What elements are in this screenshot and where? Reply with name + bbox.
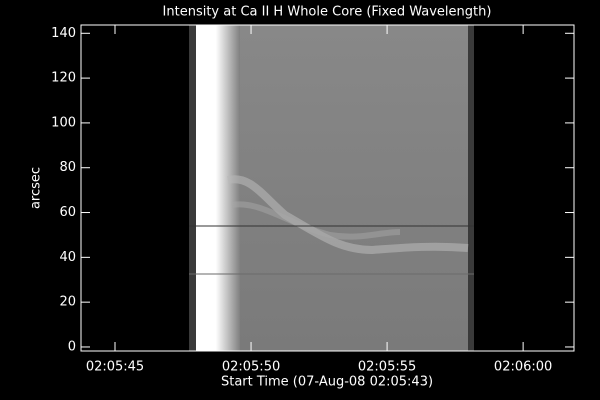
y-tick-label: 140	[51, 26, 76, 41]
y-tick-label: 80	[59, 160, 76, 175]
y-tick-label: 60	[59, 205, 76, 220]
bright-band	[196, 25, 240, 351]
x-tick-label: 02:05:55	[358, 360, 416, 375]
bright-feature	[231, 201, 401, 240]
image-edge	[189, 25, 196, 351]
y-axis-label: arcsec	[29, 167, 44, 209]
image-edge	[468, 25, 474, 351]
y-tick-label: 20	[59, 295, 76, 310]
intensity-image	[189, 25, 474, 351]
x-tick-label: 02:06:00	[494, 360, 552, 375]
x-axis-label: Start Time (07-Aug-08 02:05:43)	[221, 375, 433, 390]
bright-feature	[227, 175, 469, 255]
y-tick-label: 40	[59, 250, 76, 265]
x-tick-label: 02:05:50	[222, 360, 280, 375]
x-tick-label: 02:05:45	[86, 360, 144, 375]
chart-title: Intensity at Ca II H Whole Core (Fixed W…	[163, 5, 492, 20]
plot-frame	[80, 24, 575, 352]
y-tick-label: 0	[68, 339, 76, 354]
y-tick-label: 100	[51, 115, 76, 130]
y-tick-label: 120	[51, 71, 76, 86]
